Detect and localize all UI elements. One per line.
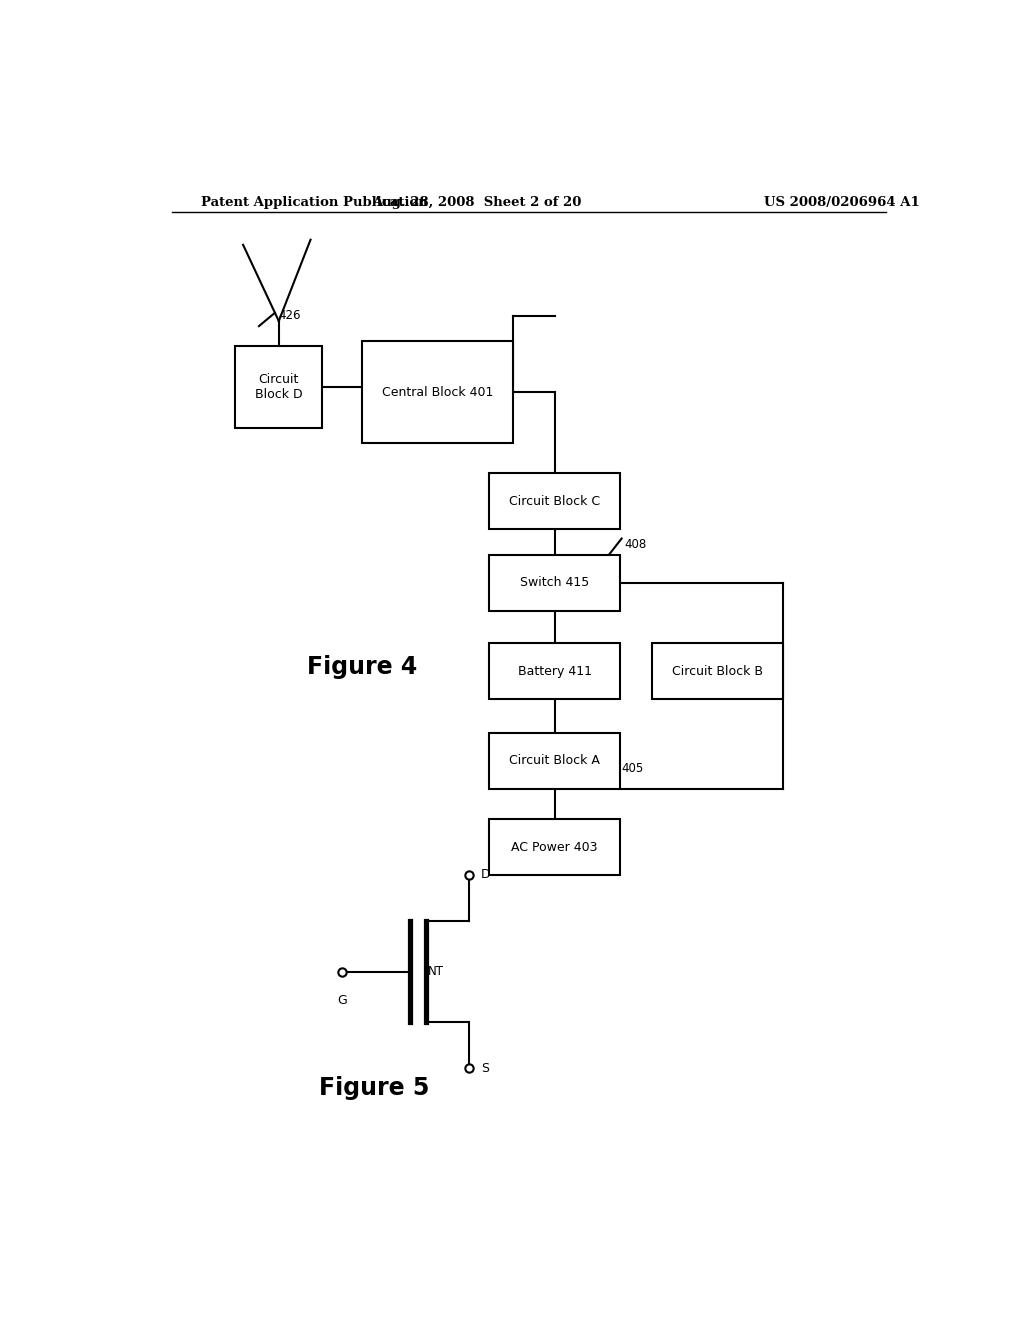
Bar [652,643,782,700]
Text: AC Power 403: AC Power 403 [511,841,598,854]
Text: Patent Application Publication: Patent Application Publication [201,195,428,209]
Text: Circuit Block A: Circuit Block A [509,754,600,767]
Text: G: G [337,994,347,1007]
Bar [362,342,513,444]
Text: Battery 411: Battery 411 [517,665,592,677]
Text: 408: 408 [624,537,646,550]
Bar [489,643,621,700]
Bar [489,818,621,875]
Text: S: S [481,1061,489,1074]
Text: Circuit Block C: Circuit Block C [509,495,600,508]
Bar [236,346,323,428]
Text: D: D [481,869,490,882]
Text: Circuit Block B: Circuit Block B [672,665,763,677]
Text: NT: NT [428,965,444,978]
Text: Figure 5: Figure 5 [318,1076,429,1101]
Bar [489,554,621,611]
Text: Circuit
Block D: Circuit Block D [255,374,303,401]
Text: Switch 415: Switch 415 [520,577,589,589]
Text: Aug. 28, 2008  Sheet 2 of 20: Aug. 28, 2008 Sheet 2 of 20 [373,195,582,209]
Bar [489,733,621,788]
Text: Figure 4: Figure 4 [307,655,417,678]
Bar [489,474,621,529]
Text: 426: 426 [279,309,301,322]
Text: 405: 405 [622,762,644,775]
Text: Central Block 401: Central Block 401 [382,385,494,399]
Text: US 2008/0206964 A1: US 2008/0206964 A1 [764,195,921,209]
